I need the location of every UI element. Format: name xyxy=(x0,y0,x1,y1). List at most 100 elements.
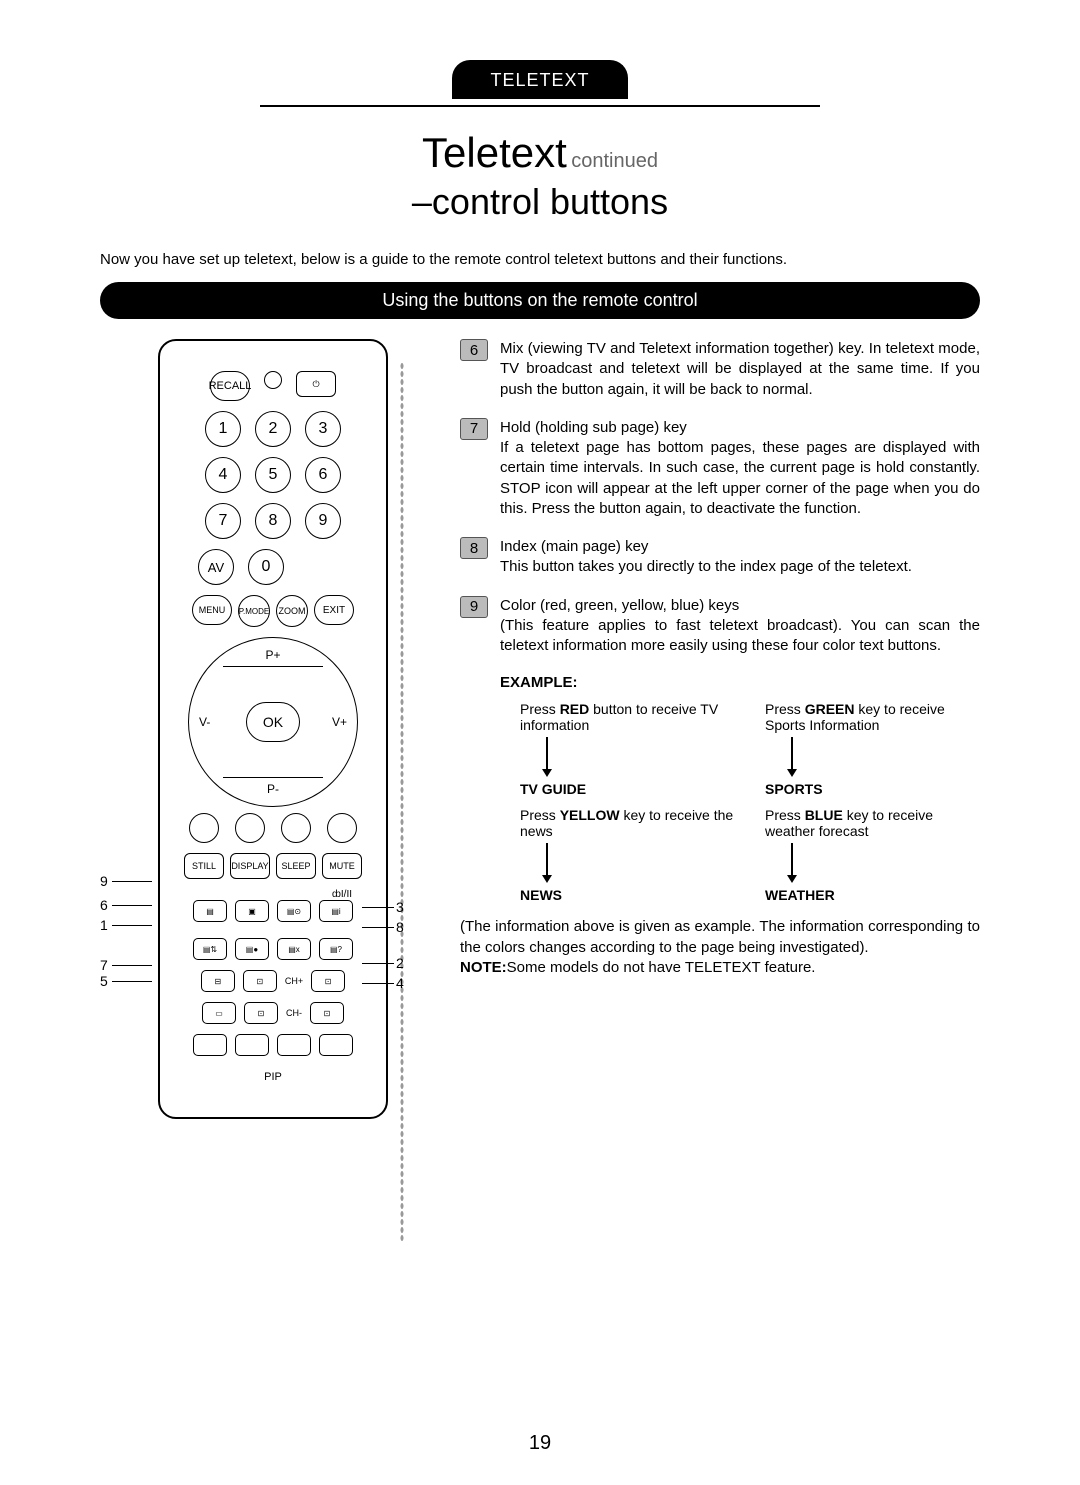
callout-5: 5 xyxy=(100,973,108,989)
blank-1 xyxy=(193,1034,227,1056)
av-button: AV xyxy=(198,549,234,585)
dual-label: ȸI/II xyxy=(180,889,366,900)
pip-label: PIP xyxy=(264,1071,282,1083)
example-grid: Press RED button to receive TV informati… xyxy=(520,701,980,903)
color-yellow xyxy=(281,813,311,843)
ttx-btn-4: ▤i xyxy=(319,900,353,922)
ttx-btn-5: ▤⇅ xyxy=(193,938,227,960)
arrow-down-icon xyxy=(540,843,554,883)
item-7-title: Hold (holding sub page) key xyxy=(500,419,687,436)
intro-text: Now you have set up teletext, below is a… xyxy=(100,251,980,268)
pip-btn-5: ⊡ xyxy=(244,1002,278,1024)
pip-btn-6: ⊡ xyxy=(310,1002,344,1024)
callout-7: 7 xyxy=(100,957,108,973)
ttx-btn-6: ▤● xyxy=(235,938,269,960)
ttx-btn-3: ▤⊙ xyxy=(277,900,311,922)
pmode-button: P.MODE xyxy=(238,595,270,627)
example-green: Press GREEN key to receive Sports Inform… xyxy=(765,701,980,797)
ttx-btn-2: ▣ xyxy=(235,900,269,922)
remote-outline: RECALL ⏻ 1 2 3 4 5 6 7 8 9 xyxy=(158,339,388,1119)
callout-6: 6 xyxy=(100,897,108,913)
ch-minus: CH- xyxy=(286,1008,302,1018)
callout-1: 1 xyxy=(100,917,108,933)
example-yellow: Press YELLOW key to receive the news NEW… xyxy=(520,807,735,903)
badge-6: 6 xyxy=(460,339,488,361)
pip-btn-2: ⊡ xyxy=(243,970,277,992)
item-9-title: Color (red, green, yellow, blue) keys xyxy=(500,597,739,614)
num-7: 7 xyxy=(205,503,241,539)
arrow-down-icon xyxy=(540,737,554,777)
display-button: DISPLAY xyxy=(230,853,270,879)
badge-9: 9 xyxy=(460,596,488,618)
power-button: ⏻ xyxy=(296,371,336,397)
example-red-target: TV GUIDE xyxy=(520,781,735,797)
callout-3: 3 xyxy=(396,899,404,915)
badge-7: 7 xyxy=(460,418,488,440)
footnote-text: (The information above is given as examp… xyxy=(460,917,980,958)
title-continued: continued xyxy=(571,150,658,172)
callout-2: 2 xyxy=(396,955,404,971)
v-plus: V+ xyxy=(332,715,347,729)
pip-btn-3: ⊡ xyxy=(311,970,345,992)
p-plus: P+ xyxy=(265,648,280,662)
v-minus: V- xyxy=(199,715,210,729)
description-column: 6 Mix (viewing TV and Teletext informati… xyxy=(460,339,980,1119)
dpad: OK P+ P- V- V+ xyxy=(188,637,358,807)
item-8: 8 Index (main page) key This button take… xyxy=(460,537,980,578)
num-6: 6 xyxy=(305,457,341,493)
num-2: 2 xyxy=(255,411,291,447)
item-8-title: Index (main page) key xyxy=(500,538,648,555)
ttx-btn-1: ▤ xyxy=(193,900,227,922)
ok-button: OK xyxy=(246,702,300,742)
section-heading: Using the buttons on the remote control xyxy=(100,282,980,319)
menu-button: MENU xyxy=(192,595,232,625)
callout-4: 4 xyxy=(396,975,404,991)
example-yellow-target: NEWS xyxy=(520,887,735,903)
pip-btn-4: ▭ xyxy=(202,1002,236,1024)
exit-button: EXIT xyxy=(314,595,354,625)
num-8: 8 xyxy=(255,503,291,539)
example-green-target: SPORTS xyxy=(765,781,980,797)
ch-plus: CH+ xyxy=(285,976,303,986)
color-blue xyxy=(327,813,357,843)
ttx-btn-7: ▤x xyxy=(277,938,311,960)
page-title: Teletext continued xyxy=(100,129,980,177)
example-red: Press RED button to receive TV informati… xyxy=(520,701,735,797)
remote-diagram: RECALL ⏻ 1 2 3 4 5 6 7 8 9 xyxy=(100,339,430,1119)
tab-container: TELETEXT xyxy=(100,60,980,99)
mute-button: MUTE xyxy=(322,853,362,879)
example-blue: Press BLUE key to receive weather foreca… xyxy=(765,807,980,903)
section-tab: TELETEXT xyxy=(452,60,627,99)
num-5: 5 xyxy=(255,457,291,493)
led-indicator xyxy=(264,371,282,389)
item-8-body: This button takes you directly to the in… xyxy=(500,558,912,575)
item-7: 7 Hold (holding sub page) key If a telet… xyxy=(460,418,980,519)
blank-3 xyxy=(277,1034,311,1056)
blank-2 xyxy=(235,1034,269,1056)
sleep-button: SLEEP xyxy=(276,853,316,879)
num-3: 3 xyxy=(305,411,341,447)
item-9-body: (This feature applies to fast teletext b… xyxy=(500,617,980,654)
color-red xyxy=(189,813,219,843)
page-subtitle: –control buttons xyxy=(100,181,980,223)
example-blue-target: WEATHER xyxy=(765,887,980,903)
p-minus: P- xyxy=(267,782,279,796)
badge-8: 8 xyxy=(460,537,488,559)
still-button: STILL xyxy=(184,853,224,879)
tab-underline xyxy=(260,105,820,107)
arrow-down-icon xyxy=(785,843,799,883)
num-4: 4 xyxy=(205,457,241,493)
zoom-button: ZOOM xyxy=(276,595,308,627)
color-green xyxy=(235,813,265,843)
item-6-text: Mix (viewing TV and Teletext information… xyxy=(500,339,980,400)
callout-8: 8 xyxy=(396,919,404,935)
blank-4 xyxy=(319,1034,353,1056)
arrow-down-icon xyxy=(785,737,799,777)
callout-9: 9 xyxy=(100,873,108,889)
page-number: 19 xyxy=(529,1432,551,1455)
title-main: Teletext xyxy=(422,129,567,176)
item-9: 9 Color (red, green, yellow, blue) keys … xyxy=(460,596,980,657)
note-text: NOTE:Some models do not have TELETEXT fe… xyxy=(460,958,980,978)
num-9: 9 xyxy=(305,503,341,539)
num-1: 1 xyxy=(205,411,241,447)
